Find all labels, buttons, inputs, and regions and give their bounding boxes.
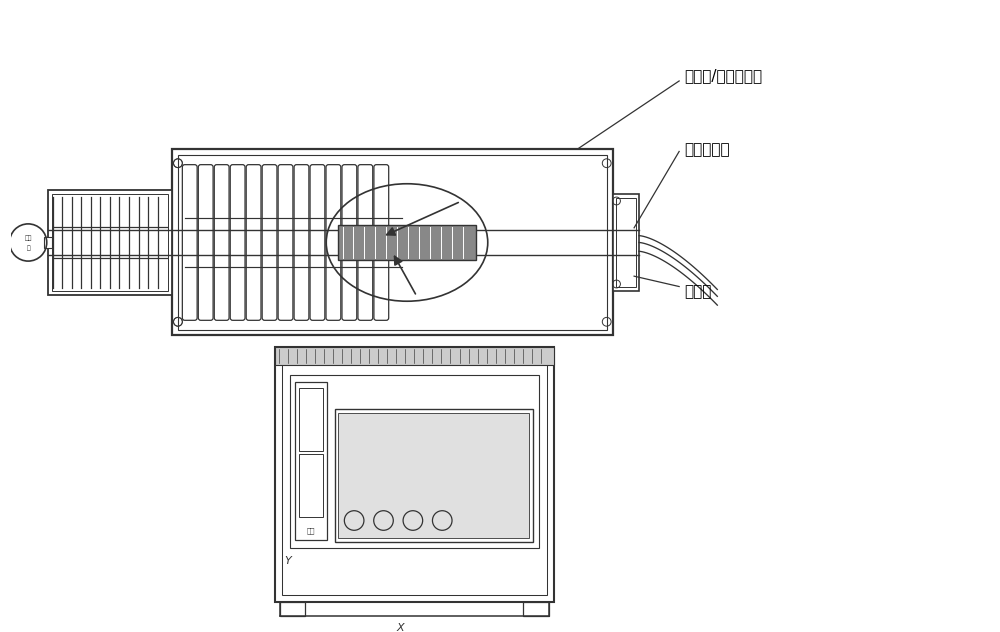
- Text: 真空加热管: 真空加热管: [684, 142, 730, 157]
- FancyBboxPatch shape: [214, 165, 229, 320]
- Bar: [613, 194, 639, 291]
- FancyBboxPatch shape: [278, 165, 293, 320]
- FancyBboxPatch shape: [262, 165, 277, 320]
- Bar: [523, 602, 549, 616]
- Text: 气压: 气压: [24, 236, 32, 241]
- Bar: [295, 382, 327, 540]
- Bar: [299, 388, 323, 451]
- Bar: [290, 375, 539, 548]
- Text: 金刚石/钼混合粉末: 金刚石/钼混合粉末: [684, 68, 762, 83]
- FancyBboxPatch shape: [182, 165, 197, 320]
- FancyBboxPatch shape: [198, 165, 213, 320]
- Text: 计: 计: [26, 246, 30, 251]
- Bar: [178, 155, 607, 330]
- FancyBboxPatch shape: [294, 165, 309, 320]
- FancyBboxPatch shape: [326, 165, 341, 320]
- Bar: [299, 454, 323, 517]
- Bar: [52, 194, 168, 291]
- Bar: [338, 226, 476, 260]
- Text: 陶瓷皿: 陶瓷皿: [684, 284, 711, 299]
- FancyBboxPatch shape: [246, 165, 261, 320]
- Bar: [282, 354, 547, 595]
- FancyBboxPatch shape: [374, 165, 389, 320]
- Bar: [275, 347, 554, 602]
- Text: X: X: [397, 623, 404, 632]
- Bar: [48, 190, 172, 295]
- Bar: [44, 236, 52, 248]
- Bar: [616, 198, 636, 288]
- Bar: [275, 347, 554, 365]
- FancyBboxPatch shape: [342, 165, 357, 320]
- Bar: [172, 150, 613, 336]
- Bar: [338, 413, 529, 538]
- Text: Y: Y: [284, 556, 291, 566]
- Bar: [280, 602, 305, 616]
- FancyBboxPatch shape: [310, 165, 325, 320]
- FancyBboxPatch shape: [358, 165, 373, 320]
- Bar: [335, 409, 533, 542]
- FancyBboxPatch shape: [230, 165, 245, 320]
- Text: 开关: 开关: [307, 527, 315, 533]
